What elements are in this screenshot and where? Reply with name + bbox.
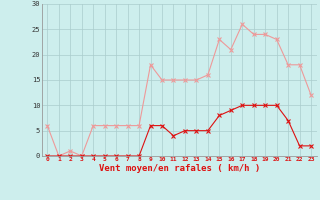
X-axis label: Vent moyen/en rafales ( km/h ): Vent moyen/en rafales ( km/h )	[99, 164, 260, 173]
